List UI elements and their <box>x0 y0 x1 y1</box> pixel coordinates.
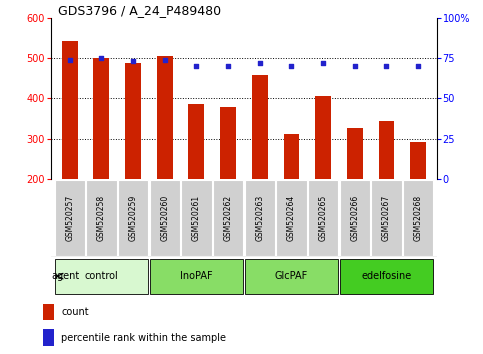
Point <box>256 60 264 65</box>
Bar <box>315 96 331 179</box>
Bar <box>150 179 180 256</box>
Bar <box>347 128 363 179</box>
Text: count: count <box>61 307 89 317</box>
Point <box>383 63 390 69</box>
Point <box>319 60 327 65</box>
Text: GSM520264: GSM520264 <box>287 195 296 241</box>
Point <box>129 58 137 64</box>
Bar <box>55 179 85 256</box>
Text: GSM520267: GSM520267 <box>382 195 391 241</box>
Bar <box>188 104 204 179</box>
Text: GSM520259: GSM520259 <box>128 195 138 241</box>
Point <box>351 63 359 69</box>
Bar <box>308 179 338 256</box>
Bar <box>244 258 338 294</box>
Text: edelfosine: edelfosine <box>361 271 412 281</box>
Text: GSM520268: GSM520268 <box>413 195 423 241</box>
Bar <box>181 179 212 256</box>
Text: GSM520263: GSM520263 <box>255 195 264 241</box>
Bar <box>244 179 275 256</box>
Point <box>414 63 422 69</box>
Point <box>287 63 295 69</box>
Text: GDS3796 / A_24_P489480: GDS3796 / A_24_P489480 <box>58 4 222 17</box>
Point <box>66 57 73 62</box>
Text: control: control <box>85 271 118 281</box>
Bar <box>157 56 172 179</box>
Bar <box>43 330 54 346</box>
Text: GlcPAF: GlcPAF <box>275 271 308 281</box>
Bar <box>276 179 307 256</box>
Bar <box>284 135 299 179</box>
Point <box>224 63 232 69</box>
Text: agent: agent <box>51 271 79 281</box>
Point <box>161 57 169 62</box>
Bar <box>125 63 141 179</box>
Bar <box>379 121 394 179</box>
Point <box>98 55 105 61</box>
Text: InoPAF: InoPAF <box>180 271 213 281</box>
Bar <box>86 179 116 256</box>
Text: GSM520266: GSM520266 <box>350 195 359 241</box>
Bar <box>340 258 433 294</box>
Text: GSM520261: GSM520261 <box>192 195 201 241</box>
Bar <box>94 58 109 179</box>
Bar <box>403 179 433 256</box>
Text: GSM520258: GSM520258 <box>97 195 106 241</box>
Bar <box>43 304 54 320</box>
Text: percentile rank within the sample: percentile rank within the sample <box>61 333 227 343</box>
Bar <box>371 179 402 256</box>
Text: GSM520265: GSM520265 <box>319 195 327 241</box>
Bar <box>213 179 243 256</box>
Bar <box>252 75 268 179</box>
Text: GSM520260: GSM520260 <box>160 195 169 241</box>
Bar <box>220 108 236 179</box>
Text: GSM520262: GSM520262 <box>224 195 233 241</box>
Point <box>193 63 200 69</box>
Bar <box>340 179 370 256</box>
Bar <box>410 142 426 179</box>
Bar <box>118 179 148 256</box>
Bar <box>55 258 148 294</box>
Text: GSM520257: GSM520257 <box>65 195 74 241</box>
Bar <box>62 41 78 179</box>
Bar <box>150 258 243 294</box>
